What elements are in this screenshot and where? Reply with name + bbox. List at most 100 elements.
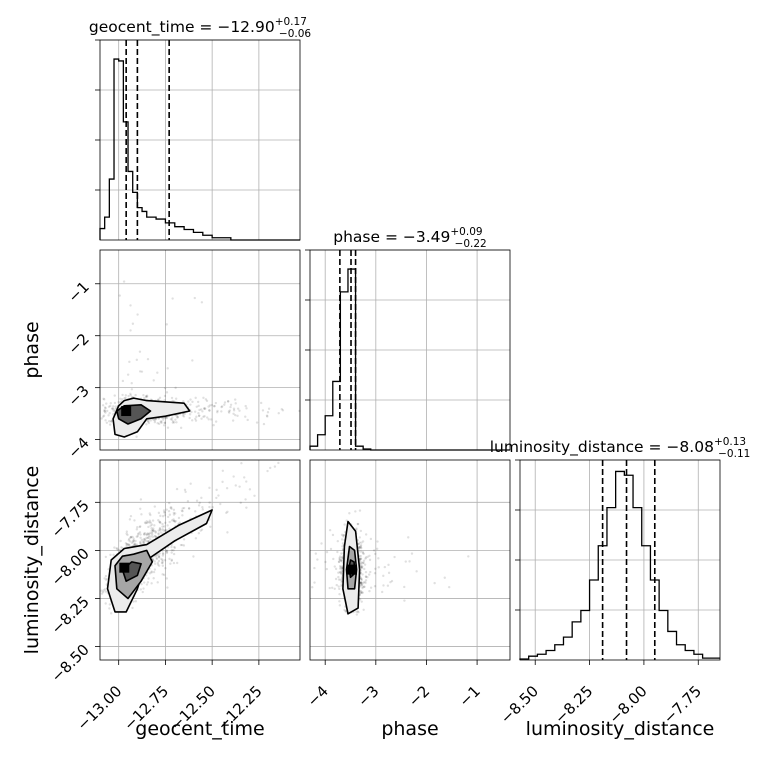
- sample-point: [180, 509, 184, 512]
- sample-point: [360, 566, 364, 570]
- sample-point: [149, 538, 152, 541]
- sample-point: [194, 510, 197, 513]
- sample-point: [146, 520, 150, 524]
- density-peak: [119, 562, 130, 573]
- sample-point: [140, 513, 143, 516]
- title-minus: −0.11: [718, 448, 750, 460]
- sample-point: [362, 552, 365, 555]
- sample-point: [179, 543, 183, 547]
- sample-point: [153, 560, 156, 563]
- sample-point: [336, 550, 339, 554]
- scatter-samples: [311, 509, 470, 616]
- sample-point: [111, 407, 114, 410]
- sample-point: [152, 570, 156, 574]
- sample-point: [165, 508, 168, 511]
- sample-point: [165, 549, 169, 552]
- sample-point: [433, 581, 436, 585]
- sample-point: [338, 558, 342, 562]
- sample-point: [359, 581, 363, 584]
- histogram-bars: [99, 58, 300, 241]
- sample-point: [203, 407, 206, 410]
- sample-point: [144, 521, 147, 525]
- sample-point: [175, 561, 179, 565]
- sample-point: [189, 482, 192, 485]
- sample-point: [170, 396, 174, 400]
- sample-point: [139, 588, 143, 591]
- sample-point: [145, 394, 149, 397]
- sample-point: [194, 396, 197, 400]
- sample-point: [124, 541, 128, 545]
- sample-point: [150, 527, 153, 530]
- sample-point: [226, 510, 229, 513]
- sample-point: [113, 409, 116, 412]
- sample-point: [159, 420, 162, 423]
- sample-point: [155, 554, 158, 557]
- sample-point: [226, 400, 230, 403]
- sample-point: [150, 582, 153, 585]
- sample-point: [108, 607, 111, 610]
- sample-point: [129, 304, 132, 307]
- sample-point: [172, 561, 176, 565]
- sample-point: [124, 396, 127, 400]
- sample-point: [361, 550, 365, 554]
- luminosity_distance-marginal-panel: [515, 459, 721, 661]
- sample-point: [160, 420, 163, 423]
- y-tick-label: −1: [64, 278, 92, 306]
- sample-point: [153, 529, 156, 533]
- sample-point: [154, 531, 157, 534]
- sample-point: [109, 553, 112, 557]
- sample-point: [360, 583, 364, 587]
- sample-point: [374, 567, 377, 570]
- sample-point: [362, 559, 366, 562]
- sample-point: [132, 539, 136, 542]
- sample-point: [200, 417, 203, 420]
- sample-point: [135, 358, 139, 362]
- title-plus: +0.09: [450, 226, 482, 238]
- sample-point: [195, 405, 198, 408]
- sample-point: [360, 578, 363, 582]
- sample-point: [277, 461, 280, 465]
- sample-point: [164, 567, 167, 570]
- luminosity_distance-vs-phase-panel: [309, 459, 511, 661]
- sample-point: [104, 574, 108, 578]
- sample-point: [125, 543, 128, 546]
- sample-point: [202, 415, 205, 419]
- sample-point: [100, 589, 103, 592]
- sample-point: [226, 400, 230, 403]
- sample-point: [340, 533, 344, 537]
- sample-point: [119, 397, 122, 400]
- sample-point: [102, 415, 105, 418]
- sample-point: [333, 565, 336, 568]
- sample-point: [133, 519, 136, 522]
- sample-point: [150, 529, 154, 532]
- sample-point: [100, 592, 104, 595]
- sample-point: [152, 418, 155, 422]
- sample-point: [209, 418, 213, 421]
- sample-point: [127, 543, 130, 546]
- sample-point: [182, 400, 185, 403]
- sample-point: [152, 577, 155, 580]
- sample-point: [361, 540, 365, 543]
- sample-point: [127, 537, 131, 541]
- sample-point: [103, 398, 106, 401]
- sample-point: [142, 542, 145, 545]
- sample-point: [128, 543, 131, 547]
- sample-point: [146, 581, 150, 584]
- sample-point: [340, 569, 343, 572]
- sample-point: [135, 535, 138, 538]
- sample-point: [147, 577, 150, 580]
- sample-point: [168, 557, 171, 561]
- sample-point: [144, 537, 147, 541]
- sample-point: [164, 521, 167, 524]
- sample-point: [338, 592, 341, 596]
- sample-point: [153, 420, 157, 424]
- sample-point: [148, 521, 151, 524]
- sample-point: [314, 552, 318, 555]
- sample-point: [171, 416, 174, 419]
- sample-point: [362, 608, 365, 611]
- sample-point: [121, 398, 124, 401]
- phase-vs-geocent_time-panel: [99, 249, 301, 451]
- sample-point: [118, 294, 121, 297]
- sample-point: [253, 494, 256, 497]
- sample-point: [115, 547, 119, 550]
